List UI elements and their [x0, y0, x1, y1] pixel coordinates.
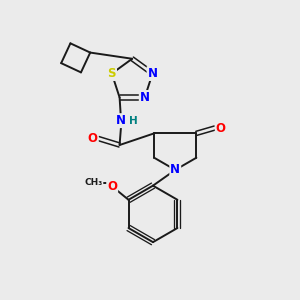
Text: S: S	[108, 67, 116, 80]
Text: O: O	[107, 180, 117, 193]
Text: N: N	[148, 67, 158, 80]
Text: N: N	[170, 164, 180, 176]
Text: O: O	[88, 132, 98, 145]
Text: N: N	[140, 91, 150, 104]
Text: H: H	[129, 116, 138, 126]
Text: O: O	[216, 122, 226, 134]
Text: CH₃: CH₃	[84, 178, 103, 187]
Text: N: N	[116, 114, 126, 127]
